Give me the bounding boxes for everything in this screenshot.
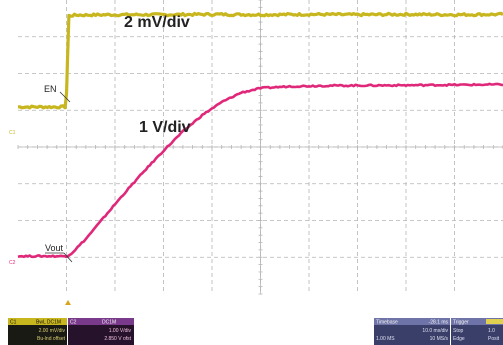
timebase-panel[interactable]: Timebase -28.1 ms 10.0 ms/div 1.00 MS 10… — [374, 318, 450, 345]
ch1-panel-tag: BwL DC1M — [36, 320, 61, 326]
waveform-plot — [17, 0, 503, 295]
ch2-info-panel[interactable]: C2 DC1M 1.00 V/div 2.850 V ofst — [68, 318, 134, 345]
trigger-mode: Stop — [453, 328, 464, 334]
timebase-label: Timebase — [376, 320, 398, 326]
ch1-panel-scale: 2.00 mV/div — [39, 328, 66, 334]
timebase-rate: 10 MS/s — [430, 336, 449, 342]
trigger-panel[interactable]: Trigger Stop Edge 1.0 Posit — [451, 318, 503, 345]
trace-en — [17, 11, 503, 110]
ch2-scale-annotation: 1 V/div — [139, 119, 191, 136]
timebase-scale: 10.0 ms/div — [422, 328, 448, 334]
trigger-type: Edge — [453, 336, 465, 342]
ch2-panel-offset: 2.850 V ofst — [104, 336, 131, 342]
svg-text:C2: C2 — [9, 260, 16, 266]
en-leader-line — [59, 91, 71, 103]
ch2-panel-tag: DC1M — [102, 320, 116, 326]
timebase-samples: 1.00 MS — [376, 336, 395, 342]
traces — [17, 11, 503, 259]
ch1-panel-offset: Bu-lnd offset — [37, 336, 66, 342]
trace-vout — [17, 82, 503, 259]
ch1-scale-annotation: 2 mV/div — [124, 14, 190, 31]
timebase-delay: -28.1 ms — [429, 320, 449, 326]
ch2-panel-scale: 1.00 V/div — [109, 328, 132, 334]
channel1-marker-icon: C1 — [9, 130, 16, 136]
svg-text:C1: C1 — [9, 130, 16, 136]
ch1-panel-label: C1 — [10, 320, 17, 326]
trigger-position-icon — [65, 300, 71, 305]
vout-label: Vout — [45, 243, 64, 253]
grid — [17, 0, 503, 295]
ch1-info-panel[interactable]: C1 BwL DC1M 2.00 mV/div Bu-lnd offset — [8, 318, 67, 345]
en-label: EN — [44, 84, 57, 94]
trigger-label: Trigger — [453, 320, 469, 326]
trigger-level: 1.0 — [488, 328, 495, 334]
trigger-slope: Posit — [488, 336, 500, 342]
ch2-panel-label: C2 — [70, 320, 77, 326]
vout-leader-line — [63, 252, 73, 263]
channel2-marker-icon: C2 — [9, 260, 16, 266]
